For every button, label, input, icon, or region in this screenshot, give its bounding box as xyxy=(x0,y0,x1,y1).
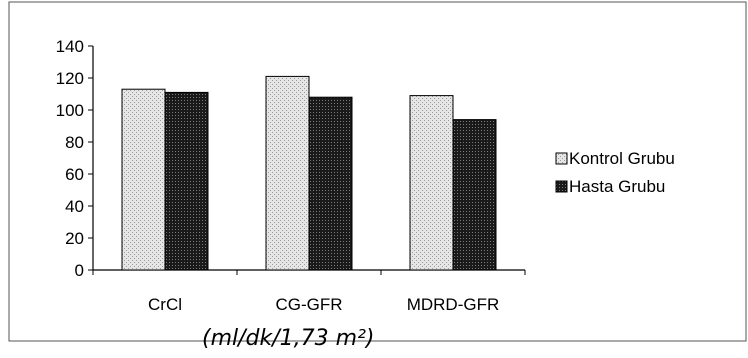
y-ticks: 0 20 40 60 80 100 120 140 xyxy=(56,37,93,280)
bar-kontrol-cg-gfr xyxy=(265,75,310,271)
chart-border xyxy=(8,1,747,342)
category-labels: CrCl CG-GFR MDRD-GFR xyxy=(148,295,499,314)
y-tick-label: 100 xyxy=(56,101,84,120)
y-tick-label: 60 xyxy=(65,165,84,184)
category-label: CG-GFR xyxy=(275,295,342,314)
legend-swatch-hasta xyxy=(555,180,568,193)
y-tick-label: 80 xyxy=(65,133,84,152)
y-tick-label: 0 xyxy=(75,261,84,280)
legend-label-kontrol: Kontrol Grubu xyxy=(569,149,675,168)
bar-kontrol-crcl xyxy=(121,88,166,271)
bar-hasta-mdrd-gfr xyxy=(452,119,497,271)
x-axis-unit-label: (ml/dk/1,73 m²) xyxy=(202,326,374,351)
y-tick-label: 120 xyxy=(56,69,84,88)
bars xyxy=(121,75,497,271)
y-tick-label: 140 xyxy=(56,37,84,56)
bar-kontrol-mdrd-gfr xyxy=(409,95,454,271)
bar-hasta-cg-gfr xyxy=(308,96,353,271)
legend-label-hasta: Hasta Grubu xyxy=(569,177,665,196)
y-tick-label: 40 xyxy=(65,197,84,216)
legend: Kontrol Grubu Hasta Grubu xyxy=(555,149,675,196)
category-label: MDRD-GFR xyxy=(407,295,500,314)
category-label: CrCl xyxy=(148,295,182,314)
y-tick-label: 20 xyxy=(65,229,84,248)
legend-swatch-kontrol xyxy=(555,152,568,165)
x-ticks xyxy=(92,270,526,275)
bar-hasta-crcl xyxy=(164,91,209,271)
